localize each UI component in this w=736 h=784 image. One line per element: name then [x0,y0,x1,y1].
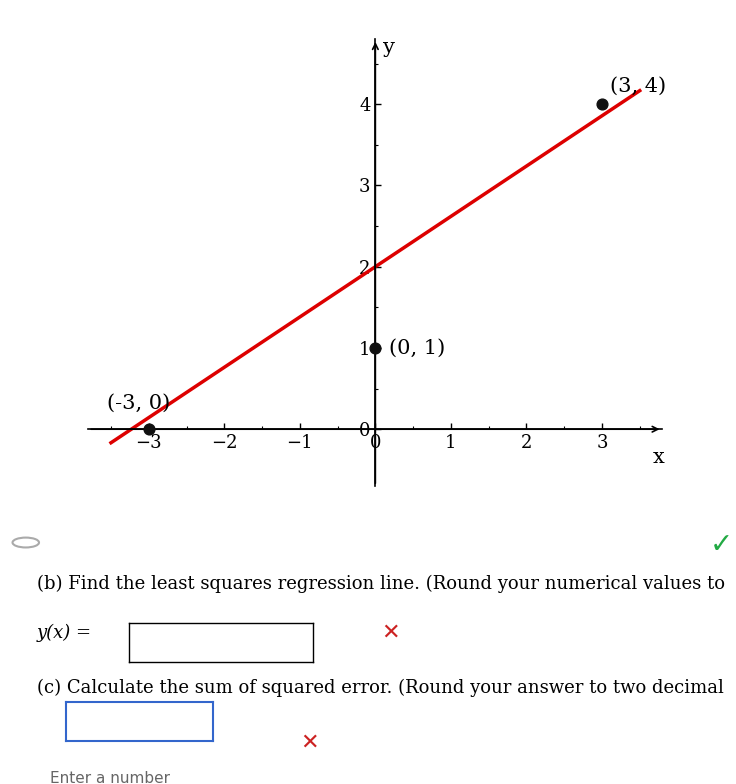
Point [143,423,155,435]
Text: (-3, 0): (-3, 0) [107,394,171,412]
Text: y: y [383,38,395,56]
Text: (c) Calculate the sum of squared error. (Round your answer to two decimal: (c) Calculate the sum of squared error. … [37,679,723,697]
Text: ✕: ✕ [381,623,400,643]
Text: ✓: ✓ [710,532,733,559]
Text: (b) Find the least squares regression line. (Round your numerical values to: (b) Find the least squares regression li… [37,575,725,593]
Text: x: x [653,448,665,467]
Text: Enter a number: Enter a number [50,771,171,784]
Text: (3, 4): (3, 4) [609,77,665,96]
Text: ✕: ✕ [300,733,319,753]
Text: y(x) =: y(x) = [37,624,92,642]
Point [369,342,381,354]
Text: (0, 1): (0, 1) [389,339,445,358]
Point [596,98,608,111]
